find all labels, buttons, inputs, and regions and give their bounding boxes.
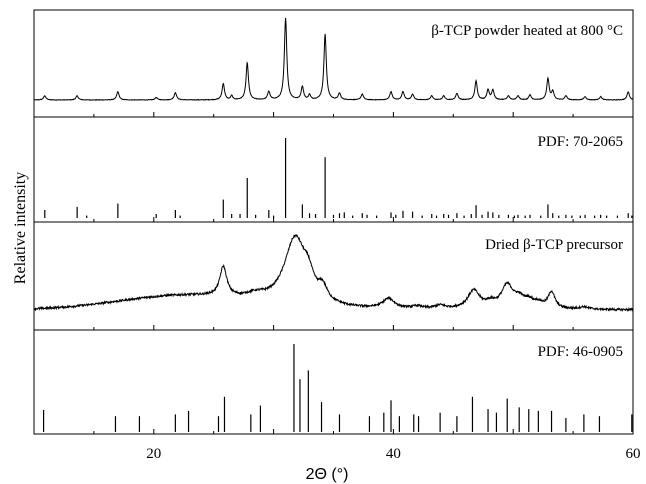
- x-tick-label: 60: [626, 446, 641, 462]
- panel-4-label: PDF: 46-0905: [538, 344, 623, 360]
- panel-2-label: PDF: 70-2065: [538, 134, 623, 150]
- y-axis-label: Relative intensity: [12, 172, 29, 284]
- x-axis-label: 2Θ (°): [306, 466, 349, 483]
- x-tick-labels: 20 40 60: [146, 446, 640, 462]
- panel-3-label: Dried β-TCP precursor: [485, 237, 623, 253]
- panel-1-label: β-TCP powder heated at 800 °C: [431, 23, 623, 39]
- xrd-trace: [33, 17, 634, 101]
- x-tick-label: 40: [386, 446, 401, 462]
- panels-group: [33, 9, 634, 435]
- xrd-trace: [33, 234, 633, 312]
- x-tick-label: 20: [146, 446, 161, 462]
- panel-frame: [33, 116, 634, 223]
